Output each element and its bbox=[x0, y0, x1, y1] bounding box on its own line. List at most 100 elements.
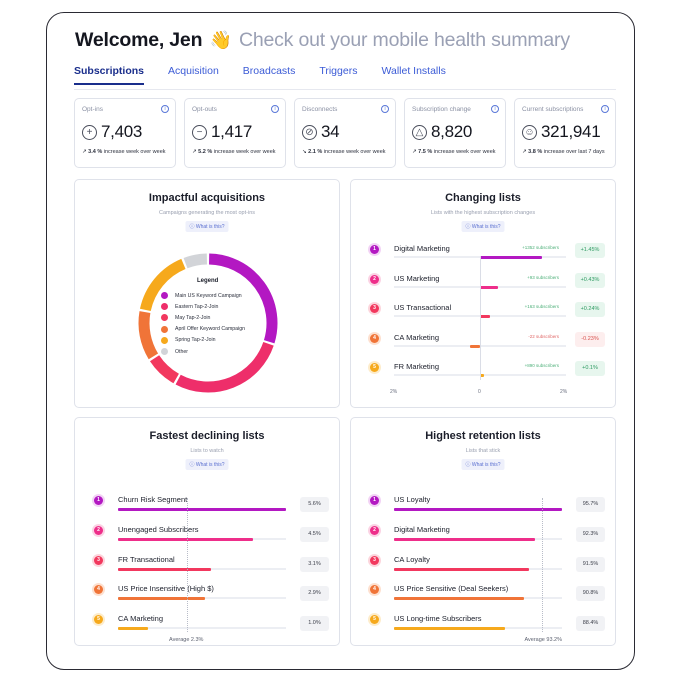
rank-number: 2 bbox=[94, 525, 103, 535]
value-bar bbox=[118, 627, 148, 631]
delta-badge: +0.24% bbox=[575, 302, 605, 317]
list-item[interactable]: 5 US Long-time Subscribers 88.4% bbox=[351, 613, 615, 637]
stat-value: 8,820 bbox=[431, 122, 473, 141]
highest-retention-card: Highest retention lists Lists that stick… bbox=[350, 417, 616, 646]
legend-label: Main US Keyword Campaign bbox=[175, 292, 242, 299]
tab-subscriptions[interactable]: Subscriptions bbox=[74, 65, 145, 85]
rank-number: 2 bbox=[370, 525, 379, 535]
info-icon[interactable]: i bbox=[161, 105, 169, 113]
list-item[interactable]: 3 CA Loyalty 91.5% bbox=[351, 553, 615, 578]
rank-badge: 3 bbox=[92, 553, 105, 567]
value-bar bbox=[394, 567, 530, 571]
stat-label: Subscription change bbox=[412, 106, 471, 113]
stat-value: 34 bbox=[321, 122, 340, 141]
stat-value-row: △ 8,820 bbox=[412, 122, 498, 142]
rank-badge: 4 bbox=[368, 331, 381, 345]
stat-card: Opt-outs i −1,417 ↗ 5.2 % increase week ove… bbox=[184, 98, 286, 168]
rank-number: 4 bbox=[370, 333, 379, 343]
bar-track bbox=[118, 597, 286, 601]
list-item[interactable]: 1 US Loyalty 95.7% bbox=[351, 494, 615, 518]
percent-badge: 2.9% bbox=[300, 586, 329, 602]
delta-badge: +0.43% bbox=[575, 272, 605, 288]
list-item[interactable]: 2 Unengaged Subscribers 4.5% bbox=[75, 523, 339, 548]
info-icon[interactable]: i bbox=[381, 105, 389, 113]
dashboard-frame: Welcome, Jen 👋 Check out your mobile hea… bbox=[46, 12, 635, 670]
legend-label: April Offer Keyword Campaign bbox=[175, 326, 245, 333]
subscriber-change: +163 subscribers bbox=[524, 304, 559, 309]
trend-arrow-icon: ↗ bbox=[192, 149, 197, 155]
info-icon[interactable]: i bbox=[491, 105, 499, 113]
bar-track bbox=[394, 597, 562, 601]
donut-slice-spring-tap-2-join[interactable] bbox=[139, 258, 186, 312]
rank-number: 1 bbox=[370, 245, 379, 254]
list-item[interactable]: 2 Digital Marketing 92.3% bbox=[351, 523, 615, 548]
legend-dot bbox=[161, 336, 168, 344]
rank-badge: 2 bbox=[368, 523, 381, 537]
list-name: Unengaged Subscribers bbox=[118, 524, 199, 534]
list-name: CA Loyalty bbox=[394, 554, 430, 564]
rank-number: 1 bbox=[94, 496, 103, 505]
list-item[interactable]: 4 CA Marketing -22 subscribers -0.23% bbox=[351, 331, 615, 356]
rank-number: 4 bbox=[370, 585, 379, 595]
legend-dot bbox=[161, 325, 168, 333]
what-is-this-button[interactable]: ⓘ What is this? bbox=[461, 459, 505, 470]
list-item[interactable]: 3 FR Transactional 3.1% bbox=[75, 553, 339, 578]
value-bar bbox=[118, 508, 286, 511]
rank-number: 1 bbox=[370, 496, 379, 505]
what-is-this-button[interactable]: ⓘ What is this? bbox=[461, 221, 505, 232]
list-item[interactable]: 2 US Marketing +93 subscribers +0.43% bbox=[351, 272, 615, 297]
percent-badge: 3.1% bbox=[300, 556, 329, 572]
list-item[interactable]: 4 US Price Insensitive (High $) 2.9% bbox=[75, 583, 339, 607]
what-is-this-button[interactable]: ⓘ What is this? bbox=[185, 221, 229, 232]
donut-slice-eastern-tap-2-join[interactable] bbox=[175, 341, 274, 393]
tab-triggers[interactable]: Triggers bbox=[319, 65, 358, 77]
change-percent: 3.4 % bbox=[88, 149, 103, 155]
list-item[interactable]: 3 US Transactional +163 subscribers +0.24% bbox=[351, 302, 615, 326]
percent-badge: 92.3% bbox=[576, 526, 605, 542]
rank-number: 2 bbox=[370, 274, 379, 284]
stat-change: ↗ 3.4 % increase week over week bbox=[82, 149, 168, 155]
stat-change: ↘ 2.1 % increase week over week bbox=[302, 149, 388, 155]
trend-arrow-icon: ↗ bbox=[412, 149, 417, 155]
rank-number: 5 bbox=[370, 615, 379, 625]
change-bar bbox=[480, 256, 543, 259]
card-subtitle: Lists with the highest subscription chan… bbox=[430, 210, 536, 216]
donut-slice-april-offer-keyword-campaign[interactable] bbox=[138, 311, 159, 360]
change-percent: 5.2 % bbox=[198, 149, 213, 155]
list-item[interactable]: 5 FR Marketing +890 subscribers +0.1% bbox=[351, 361, 615, 385]
axis-max-label: 2% bbox=[560, 389, 568, 395]
change-percent: 3.8 % bbox=[528, 149, 543, 155]
list-item[interactable]: 1 Churn Risk Segment 5.6% bbox=[75, 494, 339, 518]
donut-slice-main-us-keyword-campaign[interactable] bbox=[208, 253, 278, 344]
bar-track bbox=[394, 627, 562, 631]
wave-emoji: 👋 bbox=[209, 30, 232, 50]
list-name: Digital Marketing bbox=[394, 524, 450, 534]
percent-badge: 88.4% bbox=[576, 616, 605, 632]
change-bar bbox=[470, 344, 480, 348]
list-item[interactable]: 4 US Price Sensitive (Deal Seekers) 90.8% bbox=[351, 583, 615, 607]
donut-slice-other[interactable] bbox=[183, 253, 208, 269]
card-title: Changing lists bbox=[445, 192, 521, 204]
rank-badge: 4 bbox=[368, 583, 381, 597]
list-item[interactable]: 5 CA Marketing 1.0% bbox=[75, 613, 339, 637]
card-title: Highest retention lists bbox=[425, 430, 541, 442]
disconnect-icon: ⊘ bbox=[302, 124, 317, 140]
stat-label: Opt-ins bbox=[82, 106, 103, 113]
rank-badge: 4 bbox=[92, 583, 105, 597]
donut-slice-may-tap-2-join[interactable] bbox=[149, 355, 180, 384]
minus-circle-icon: − bbox=[192, 124, 207, 140]
value-bar bbox=[118, 567, 211, 571]
delta-icon: △ bbox=[412, 124, 427, 140]
tab-broadcasts[interactable]: Broadcasts bbox=[242, 65, 296, 77]
tab-acquisition[interactable]: Acquisition bbox=[168, 65, 219, 77]
what-is-this-button[interactable]: ⓘ What is this? bbox=[185, 459, 229, 470]
tab-wallet-installs[interactable]: Wallet Installs bbox=[381, 65, 446, 77]
legend-label: Other bbox=[175, 348, 188, 355]
info-icon[interactable]: i bbox=[601, 105, 609, 113]
list-item[interactable]: 1 Digital Marketing +1352 subscribers +1.45… bbox=[351, 243, 615, 267]
info-icon[interactable]: i bbox=[271, 105, 279, 113]
fastest-declining-card: Fastest declining lists Lists to watch ⓘ… bbox=[74, 417, 340, 646]
bar-track bbox=[394, 567, 562, 571]
change-percent: 2.1 % bbox=[308, 149, 323, 155]
legend-dot bbox=[161, 314, 168, 322]
